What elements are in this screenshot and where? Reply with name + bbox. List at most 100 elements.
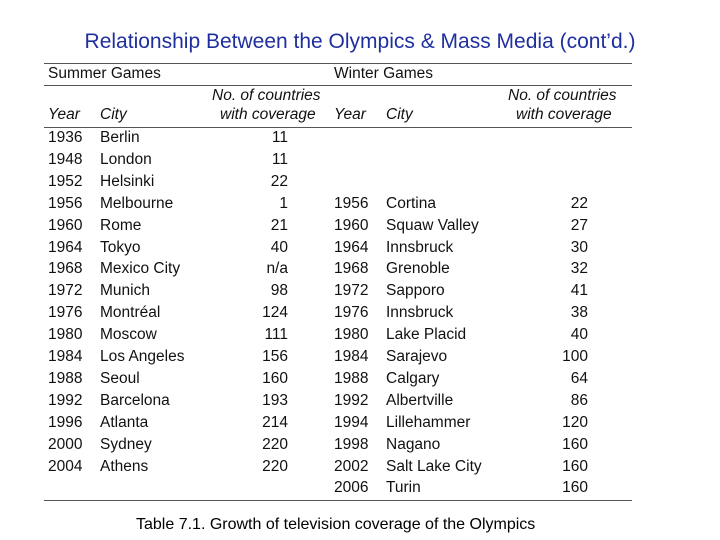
summer-countries-cell: 124	[262, 304, 288, 322]
summer-year-cell: 1960	[48, 216, 83, 234]
summer-city-cell: Moscow	[100, 326, 157, 344]
winter-city-cell: Calgary	[386, 369, 440, 387]
winter-countries-cell: 64	[570, 369, 588, 387]
winter-year-cell: 1972	[334, 282, 369, 300]
summer-city-cell: Los Angeles	[100, 348, 185, 365]
summer-countries-cell: 98	[270, 282, 288, 300]
slide-title: Relationship Between the Olympics & Mass…	[84, 30, 636, 53]
summer-countries-cell: 21	[270, 216, 288, 234]
winter-year-cell: 1964	[334, 238, 369, 256]
summer-countries-cell: 1	[279, 194, 288, 212]
winter-countries-cell: 30	[570, 238, 588, 256]
summer-city-cell: Sydney	[100, 435, 152, 453]
summer-countries-cell: 160	[262, 369, 288, 387]
winter-countries-cell: 86	[570, 391, 588, 409]
summer-city-cell: Melbourne	[100, 194, 174, 212]
winter-countries-cell: 100	[562, 348, 588, 365]
winter-countries-cell: 27	[570, 216, 588, 234]
summer-city-cell: Mexico City	[100, 260, 181, 278]
winter-city-cell: Grenoble	[386, 260, 450, 278]
summer-year-cell: 1956	[48, 194, 83, 212]
col-header-winter-countries-l1: No. of countries	[508, 87, 617, 104]
winter-countries-cell: 41	[570, 282, 588, 300]
winter-city-cell: Lake Placid	[386, 326, 467, 344]
winter-year-cell: 1984	[334, 348, 369, 365]
winter-city-cell: Nagano	[386, 435, 441, 453]
winter-countries-cell: 38	[570, 304, 588, 322]
summer-year-cell: 1952	[48, 172, 83, 190]
winter-city-cell: Innsbruck	[386, 238, 454, 256]
summer-year-cell: 1964	[48, 238, 83, 256]
summer-city-cell: Seoul	[100, 369, 140, 387]
winter-year-cell: 1992	[334, 391, 369, 409]
group-header-winter: Winter Games	[334, 65, 434, 82]
summer-year-cell: 1996	[48, 413, 83, 431]
winter-city-cell: Albertville	[386, 391, 454, 409]
winter-year-cell: 1956	[334, 194, 369, 212]
col-header-summer-countries-l1: No. of countries	[212, 87, 321, 104]
winter-year-cell: 2002	[334, 457, 369, 475]
summer-countries-cell: 40	[270, 238, 288, 256]
winter-year-cell: 2006	[334, 479, 369, 497]
summer-countries-cell: 111	[264, 326, 288, 344]
winter-city-cell: Lillehammer	[386, 413, 471, 431]
summer-year-cell: 1968	[48, 260, 83, 278]
group-header-rule	[44, 85, 632, 86]
col-header-summer-city: City	[100, 106, 127, 123]
summer-year-cell: 1980	[48, 326, 83, 344]
winter-city-cell: Cortina	[386, 194, 436, 212]
summer-city-cell: Tokyo	[100, 238, 141, 256]
group-header-summer: Summer Games	[48, 65, 161, 82]
summer-city-cell: Helsinki	[100, 172, 155, 190]
summer-year-cell: 2000	[48, 435, 83, 453]
summer-year-cell: 1984	[48, 348, 83, 365]
col-header-summer-year: Year	[48, 106, 80, 123]
winter-countries-cell: 32	[570, 260, 588, 278]
table-top-rule	[44, 63, 632, 64]
summer-countries-cell: 11	[271, 150, 288, 168]
summer-year-cell: 1948	[48, 150, 83, 168]
col-header-rule	[44, 127, 632, 128]
winter-year-cell: 1998	[334, 435, 369, 453]
summer-year-cell: 1972	[48, 282, 83, 300]
summer-countries-cell: 11	[271, 129, 288, 146]
summer-city-cell: Munich	[100, 282, 150, 300]
winter-year-cell: 1980	[334, 326, 369, 344]
summer-city-cell: London	[100, 150, 152, 168]
summer-countries-cell: 220	[262, 435, 288, 453]
winter-year-cell: 1976	[334, 304, 369, 322]
summer-countries-cell: n/a	[266, 260, 288, 278]
summer-countries-cell: 214	[262, 413, 288, 431]
table-bottom-rule	[44, 500, 632, 501]
winter-countries-cell: 160	[562, 435, 588, 453]
winter-city-cell: Sapporo	[386, 282, 445, 300]
col-header-winter-year: Year	[334, 106, 366, 123]
summer-year-cell: 1992	[48, 391, 83, 409]
summer-city-cell: Berlin	[100, 129, 140, 146]
col-header-summer-countries-l2: with coverage	[220, 106, 316, 123]
summer-city-cell: Rome	[100, 216, 142, 234]
summer-year-cell: 1936	[48, 129, 83, 146]
summer-countries-cell: 193	[262, 391, 288, 409]
table-caption: Table 7.1. Growth of television coverage…	[136, 516, 536, 533]
winter-countries-cell: 160	[562, 479, 588, 497]
summer-year-cell: 1976	[48, 304, 83, 322]
summer-city-cell: Montréal	[100, 304, 161, 322]
winter-year-cell: 1968	[334, 260, 369, 278]
winter-countries-cell: 40	[570, 326, 588, 344]
summer-city-cell: Barcelona	[100, 391, 170, 409]
winter-city-cell: Turin	[386, 479, 421, 497]
winter-year-cell: 1988	[334, 369, 369, 387]
summer-year-cell: 1988	[48, 369, 83, 387]
summer-city-cell: Athens	[100, 457, 149, 475]
winter-city-cell: Squaw Valley	[386, 216, 479, 234]
winter-year-cell: 1960	[334, 216, 369, 234]
col-header-winter-countries-l2: with coverage	[516, 106, 612, 123]
col-header-winter-city: City	[386, 106, 413, 123]
summer-city-cell: Atlanta	[100, 413, 149, 431]
winter-city-cell: Innsbruck	[386, 304, 454, 322]
winter-countries-cell: 22	[570, 194, 588, 212]
winter-countries-cell: 160	[562, 457, 588, 475]
summer-year-cell: 2004	[48, 457, 83, 475]
summer-countries-cell: 220	[262, 457, 288, 475]
